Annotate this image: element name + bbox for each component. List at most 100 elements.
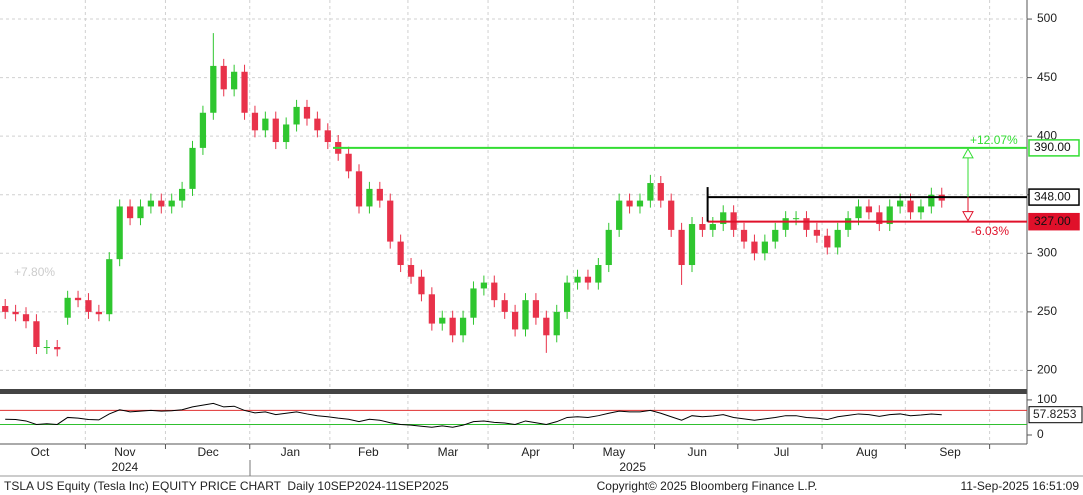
candle-body	[543, 317, 550, 336]
candle-body	[158, 200, 165, 207]
x-tick-label: Oct	[31, 445, 50, 459]
candle-body	[720, 212, 727, 225]
candle-body	[22, 314, 30, 322]
candle-body	[688, 224, 696, 266]
candle-body	[387, 200, 394, 242]
candle-body	[511, 311, 519, 330]
candle-body	[199, 112, 207, 148]
y-tick-label: 200	[1037, 363, 1057, 377]
candle-body	[376, 188, 383, 201]
level-box	[1028, 139, 1080, 157]
rsi-line	[5, 402, 942, 428]
candle-body	[709, 224, 716, 230]
candle-body	[439, 317, 446, 324]
y-tick-label: 250	[1037, 304, 1057, 318]
x-tick-label: Mar	[438, 445, 459, 459]
y-tick-label: 0	[1037, 427, 1044, 441]
candle-body	[303, 106, 311, 119]
candle-body	[855, 206, 862, 219]
candle-body	[491, 282, 498, 301]
candle-body	[283, 124, 290, 143]
candle-body	[43, 347, 50, 349]
candle-body	[137, 206, 144, 219]
x-tick-label: Nov	[114, 445, 135, 459]
candle-body	[272, 118, 279, 143]
footer-timestamp: 11-Sep-2025 16:51:09	[960, 479, 1079, 493]
x-tick-label: Apr	[521, 445, 540, 459]
candle-body	[928, 194, 935, 207]
candle-body	[314, 118, 321, 131]
last-value-label: 57.8253	[1033, 407, 1077, 421]
annotation: +12.07%	[970, 133, 1018, 147]
candle-body	[792, 218, 800, 220]
candle-body	[168, 200, 175, 207]
y-tick-label: 500	[1037, 11, 1057, 25]
candle-body	[251, 112, 259, 131]
level-box	[1028, 188, 1080, 206]
candle-body	[751, 241, 758, 254]
x-tick-label: Jan	[281, 445, 300, 459]
candle-body	[407, 265, 415, 277]
candle-body	[616, 200, 623, 230]
x-tick-label: Jul	[774, 445, 789, 459]
candle-body	[106, 259, 113, 315]
candle-body	[418, 276, 425, 295]
candle-body	[241, 71, 248, 113]
candle-body	[522, 300, 529, 330]
level-label: 327.00	[1034, 214, 1071, 228]
candle-body	[761, 241, 768, 254]
candle-body	[532, 300, 540, 318]
y-tick-label: 400	[1037, 128, 1057, 142]
candle-body	[824, 235, 831, 248]
candle-body	[865, 206, 873, 213]
candle-body	[2, 306, 9, 312]
x-tick-label: Dec	[197, 445, 218, 459]
candle-body	[876, 212, 883, 225]
candle-body	[699, 224, 706, 230]
candle-body	[907, 200, 914, 213]
candle-body	[772, 229, 779, 242]
candle-body	[116, 206, 123, 260]
candle-body	[647, 183, 654, 201]
candle-body	[605, 229, 612, 266]
candle-body	[231, 71, 238, 90]
candle-body	[480, 282, 488, 289]
candle-body	[324, 130, 331, 143]
candle-body	[668, 200, 675, 230]
candle-body	[897, 200, 904, 207]
candle-body	[355, 171, 363, 207]
arrow-head	[962, 211, 974, 222]
x-tick-label: Aug	[856, 445, 877, 459]
last-value-box	[1028, 406, 1083, 424]
candle-body	[459, 317, 467, 336]
candle-body	[366, 188, 373, 207]
level-label: 390.00	[1034, 140, 1071, 154]
annotation: +7.80%	[14, 265, 55, 279]
x-tick-label: Jun	[688, 445, 707, 459]
candle-body	[210, 65, 217, 113]
candle-body	[33, 321, 40, 348]
candle-body	[740, 229, 748, 242]
candle-body	[470, 288, 477, 318]
footer-copyright: Copyright© 2025 Bloomberg Finance L.P.	[597, 479, 818, 493]
y-tick-label: 100	[1037, 392, 1057, 406]
candle-body	[178, 188, 186, 201]
candle-body	[501, 300, 508, 312]
x-tick-label: Sep	[939, 445, 961, 459]
candle-body	[803, 218, 810, 230]
x-tick-label: May	[603, 445, 626, 459]
candle-body	[345, 153, 352, 172]
candle-body	[917, 206, 925, 213]
candle-body	[220, 65, 227, 90]
candle-body	[782, 218, 789, 230]
panel-divider	[0, 389, 1027, 394]
y-tick-label: 450	[1037, 70, 1057, 84]
candle-body	[564, 282, 571, 312]
candle-body	[397, 241, 404, 266]
year-label: 2025	[619, 460, 646, 474]
candle-body	[449, 317, 456, 336]
candle-body	[85, 300, 92, 312]
